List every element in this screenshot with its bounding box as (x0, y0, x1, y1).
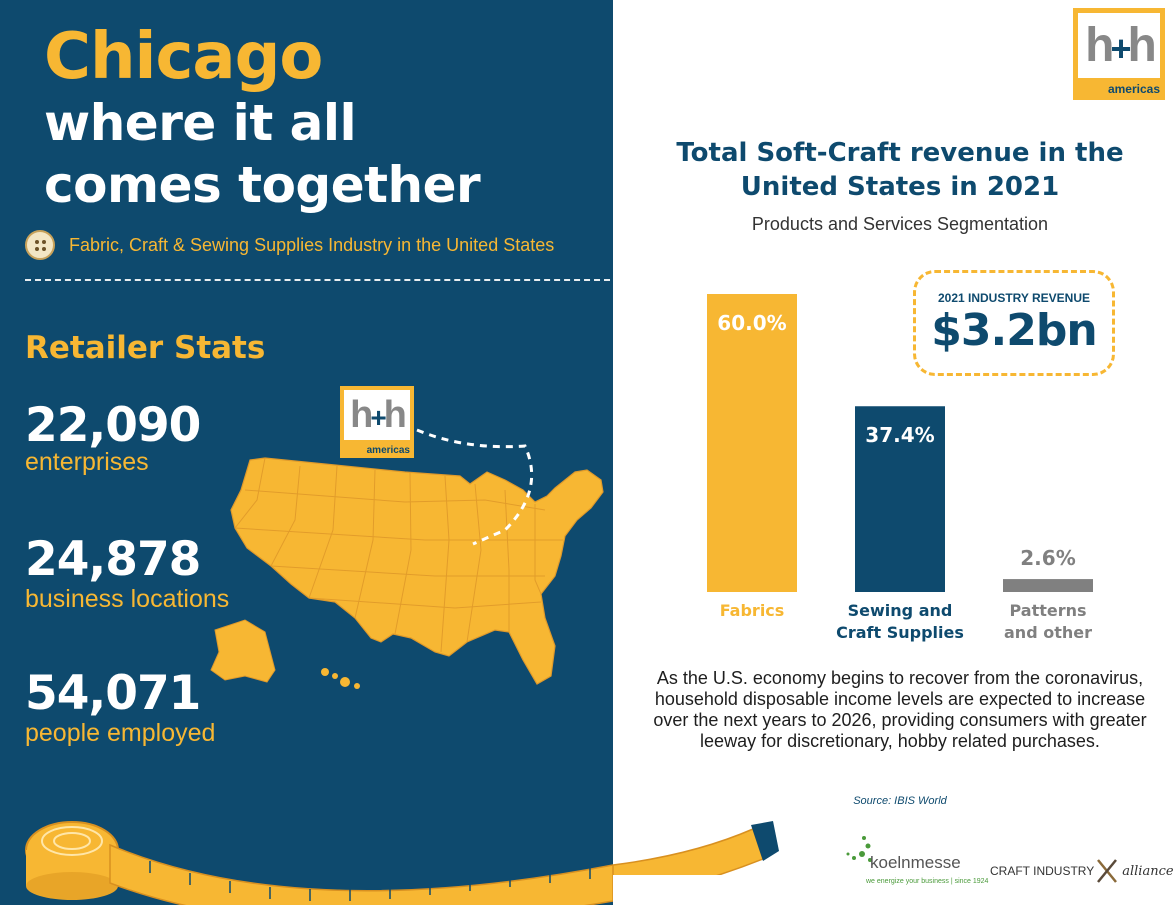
koelnmesse-logo: koelnmesse we energize your business | s… (840, 830, 988, 890)
headline-city: Chicago (44, 20, 323, 94)
headline-line-3: comes together (44, 156, 481, 214)
stat-employed-value: 54,071 (25, 666, 201, 721)
crossed-needles-icon (1097, 859, 1118, 883)
category-label-2: Patterns (1009, 601, 1086, 620)
koelnmesse-dots-icon (846, 836, 872, 862)
bar-0 (707, 294, 797, 592)
revenue-value: $3.2bn (931, 305, 1097, 356)
category-label-2: and other (1004, 623, 1092, 642)
koelnmesse-tagline: we energize your business | since 1924 (866, 878, 989, 885)
bar-value-label-1: 37.4% (865, 423, 934, 447)
tape-end (613, 821, 779, 875)
headline-line-2: where it all (44, 94, 357, 152)
divider (25, 279, 610, 281)
retail-stats-title: Retailer Stats (25, 330, 266, 366)
body-paragraph: As the U.S. economy begins to recover fr… (653, 668, 1147, 751)
chart-subtitle: Products and Services Segmentation (751, 214, 1049, 234)
category-label-0: Fabrics (720, 601, 785, 620)
category-label-1: Sewing and (848, 601, 953, 620)
measuring-tape-illustration (25, 821, 613, 905)
chart-title: Total Soft-Craft revenue in the United S… (676, 138, 1124, 202)
stat-locations-value: 24,878 (25, 532, 201, 587)
stat-locations-label: business locations (25, 585, 230, 613)
stat-enterprises-value: 22,090 (25, 398, 201, 453)
craft-industry-alliance-logo: CRAFT INDUSTRY alliance (990, 858, 1174, 884)
cia-text: CRAFT INDUSTRY (990, 864, 1095, 878)
sewing-button-icon (25, 230, 55, 260)
hh-americas-logo: h+h americas (1073, 8, 1165, 100)
cia-script: alliance (1122, 863, 1174, 879)
revenue-label: 2021 INDUSTRY REVENUE (937, 291, 1091, 305)
bar-value-label-2: 2.6% (1020, 546, 1075, 570)
hh-americas-logo-small: h+h americas (340, 386, 414, 458)
left-panel: Chicago where it all comes together Fabr… (0, 0, 613, 905)
industry-subtitle: Fabric, Craft & Sewing Supplies Industry… (69, 234, 555, 255)
revenue-bar-chart: 60.0% Fabrics 37.4% Sewing and Craft Supplie… (707, 294, 1093, 642)
source-note: Source: IBIS World (853, 795, 947, 807)
stat-employed-label: people employed (25, 719, 216, 747)
bar-1 (855, 406, 945, 592)
category-label-1: Craft Supplies (836, 623, 964, 642)
industry-revenue-box: 2021 INDUSTRY REVENUE $3.2bn (913, 270, 1115, 376)
stat-enterprises-label: enterprises (25, 448, 149, 476)
koelnmesse-name: koelnmesse (870, 853, 961, 872)
bar-2 (1003, 579, 1093, 592)
usa-map (210, 428, 604, 689)
bar-value-label-0: 60.0% (717, 311, 786, 335)
industry-row: Fabric, Craft & Sewing Supplies Industry… (25, 230, 554, 260)
